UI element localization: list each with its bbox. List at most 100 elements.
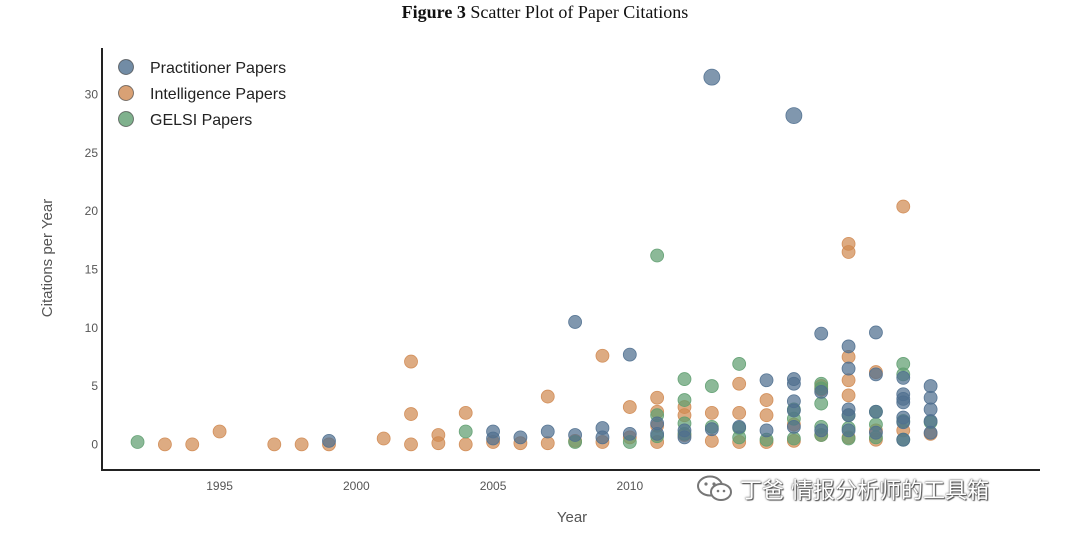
data-point <box>869 325 883 340</box>
data-point <box>486 431 500 446</box>
data-point <box>841 408 856 423</box>
data-point <box>294 437 309 452</box>
data-point <box>267 437 282 452</box>
figure-caption: Scatter Plot of Paper Citations <box>470 2 689 22</box>
x-tick-label: 2000 <box>343 479 370 493</box>
data-point <box>650 248 665 263</box>
data-point <box>540 389 555 404</box>
data-point <box>869 367 883 382</box>
data-point <box>814 326 829 341</box>
data-point <box>869 425 883 440</box>
figure-label: Figure 3 <box>401 2 466 22</box>
data-point <box>704 422 719 437</box>
data-point <box>732 376 747 391</box>
data-point <box>841 373 856 388</box>
data-point <box>376 431 391 446</box>
scatter-points <box>130 68 938 452</box>
data-point <box>322 433 336 448</box>
data-point <box>568 428 583 442</box>
data-point <box>540 436 555 451</box>
data-point <box>841 245 856 259</box>
x-axis-label: Year <box>557 509 587 526</box>
data-point <box>458 437 473 452</box>
data-point <box>786 419 801 434</box>
data-point <box>869 404 883 419</box>
data-point <box>513 430 528 445</box>
legend-marker <box>118 59 134 75</box>
data-point <box>786 431 801 446</box>
data-point <box>185 437 200 452</box>
data-point <box>841 339 856 354</box>
data-point <box>650 426 665 441</box>
y-tick-label: 5 <box>91 379 98 393</box>
data-point <box>157 437 172 452</box>
data-point <box>732 419 747 434</box>
data-point <box>212 424 227 439</box>
wechat-icon <box>697 475 732 501</box>
data-point <box>622 400 637 414</box>
y-tick-label: 15 <box>85 262 99 276</box>
data-point <box>923 390 938 405</box>
data-point <box>923 425 938 440</box>
y-tick-label: 20 <box>85 204 99 218</box>
data-point <box>759 373 774 388</box>
data-point <box>786 376 801 391</box>
y-axis-label: Citations per Year <box>39 199 56 317</box>
data-point <box>732 405 747 420</box>
data-point <box>896 395 911 410</box>
chart-axes: 1995 2000 2005 2010 0 5 10 15 20 25 30 <box>85 48 1040 493</box>
data-point <box>404 407 418 421</box>
data-point <box>595 430 610 445</box>
data-point <box>650 390 665 405</box>
watermark-text: 丁爸 情报分析师的工具箱 <box>740 479 989 504</box>
data-point <box>704 433 719 448</box>
data-point <box>841 423 856 438</box>
legend-label: Intelligence Papers <box>150 86 286 103</box>
data-point <box>458 424 473 439</box>
data-point <box>841 388 856 403</box>
data-point <box>759 423 774 438</box>
data-point <box>704 405 719 420</box>
figure-title: Figure 3 Scatter Plot of Paper Citations <box>0 2 1080 23</box>
data-point <box>677 393 692 407</box>
data-point <box>540 424 555 439</box>
x-tick-label: 1995 <box>206 479 233 493</box>
data-point <box>568 315 583 329</box>
data-point <box>404 354 418 369</box>
data-point <box>786 403 801 418</box>
data-point <box>431 436 446 451</box>
y-tick-label: 10 <box>85 321 99 335</box>
data-point <box>595 348 610 363</box>
data-point <box>703 68 721 86</box>
data-point <box>896 415 911 430</box>
y-tick-label: 25 <box>85 146 99 160</box>
data-point <box>896 371 911 385</box>
data-point <box>732 357 747 371</box>
data-point <box>896 432 911 447</box>
data-point <box>923 379 938 393</box>
data-point <box>814 423 829 438</box>
data-point <box>458 405 473 420</box>
data-point <box>759 393 774 407</box>
data-point <box>404 437 418 452</box>
x-tick-label: 2005 <box>480 479 507 493</box>
data-point <box>759 408 774 423</box>
data-point <box>677 430 692 445</box>
data-point <box>785 107 803 125</box>
data-point <box>896 199 911 214</box>
data-point <box>814 396 829 411</box>
data-point <box>622 426 637 441</box>
data-point <box>677 372 692 386</box>
data-point <box>704 379 719 393</box>
data-point <box>841 361 856 376</box>
y-tick-label: 30 <box>85 88 99 102</box>
data-point <box>814 384 829 399</box>
legend-marker <box>118 111 134 127</box>
y-tick-label: 0 <box>91 437 98 451</box>
watermark: 丁爸 情报分析师的工具箱 <box>696 473 989 505</box>
legend-label: Practitioner Papers <box>150 60 286 77</box>
data-point <box>622 347 637 362</box>
chart-legend: Practitioner Papers Intelligence Papers GE… <box>118 59 286 129</box>
data-point <box>923 402 938 417</box>
